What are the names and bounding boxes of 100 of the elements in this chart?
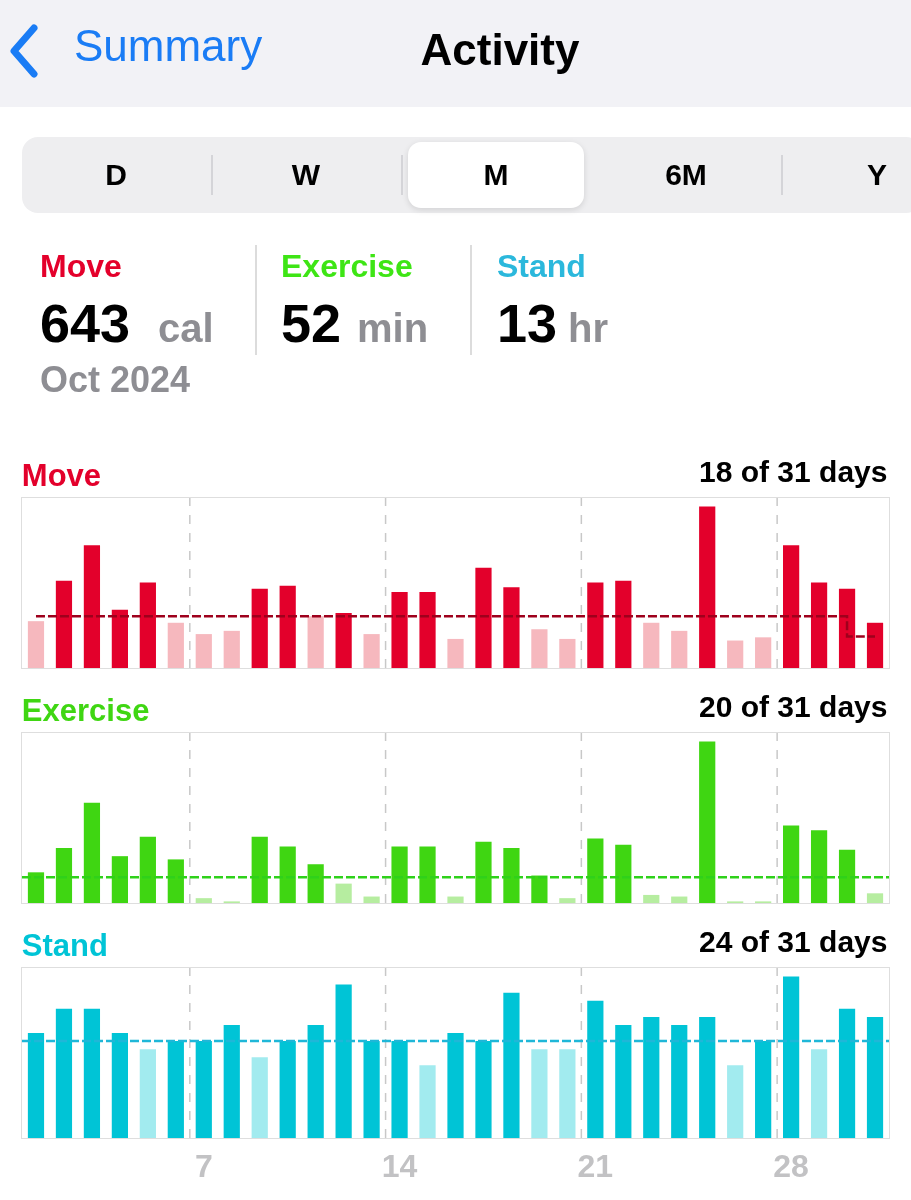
bar xyxy=(307,616,324,668)
bar xyxy=(55,1008,73,1138)
bar xyxy=(111,1033,128,1138)
chart-title: Stand xyxy=(21,927,108,963)
x-tick-label: 7 xyxy=(194,1148,213,1185)
bar xyxy=(866,1016,884,1138)
bar xyxy=(363,896,380,903)
bar xyxy=(27,621,45,668)
bar xyxy=(419,592,436,668)
bar xyxy=(755,1041,772,1138)
bar xyxy=(447,896,464,903)
bar xyxy=(866,622,884,668)
chart-title: Move xyxy=(21,457,102,493)
bar xyxy=(615,580,632,668)
bar xyxy=(810,582,828,668)
bar xyxy=(111,609,128,668)
bar xyxy=(307,1024,324,1138)
bar xyxy=(83,802,101,903)
bar xyxy=(335,883,352,903)
bar xyxy=(838,849,856,903)
text: Oct 2024 xyxy=(40,359,191,400)
bar xyxy=(615,1024,632,1138)
bar xyxy=(503,848,520,903)
chart-subtitle: 18 of 31 days xyxy=(699,455,888,488)
bar xyxy=(223,1024,240,1138)
bar xyxy=(643,894,660,903)
text: W xyxy=(291,158,321,191)
bar xyxy=(279,1041,296,1138)
bar xyxy=(139,1049,156,1138)
bar xyxy=(391,1041,408,1138)
bar xyxy=(671,630,688,668)
text: Summary xyxy=(74,21,263,70)
text: Stand xyxy=(497,248,586,284)
bar xyxy=(503,587,520,668)
text: D xyxy=(105,158,127,191)
bar xyxy=(223,630,240,668)
bar xyxy=(783,825,800,903)
bar xyxy=(531,629,548,668)
bar xyxy=(587,838,604,903)
bar xyxy=(307,864,324,903)
text: 643 xyxy=(40,293,131,353)
bar xyxy=(475,1041,492,1138)
bar xyxy=(783,545,800,668)
bar xyxy=(363,634,380,668)
bar xyxy=(363,1041,380,1138)
bar xyxy=(251,588,268,668)
bar xyxy=(55,580,73,668)
bar xyxy=(447,1033,464,1138)
text: 52 xyxy=(281,293,342,353)
chart-subtitle: 24 of 31 days xyxy=(699,925,888,958)
text: 13 xyxy=(497,293,558,353)
bar xyxy=(810,830,828,903)
bar xyxy=(615,844,632,903)
bar xyxy=(531,1049,548,1138)
bar xyxy=(810,1049,828,1138)
text: M xyxy=(483,158,509,191)
bar xyxy=(279,846,296,903)
bar xyxy=(699,1016,716,1138)
bar xyxy=(195,1041,212,1138)
x-tick-label: 21 xyxy=(577,1148,614,1185)
bar xyxy=(475,567,492,668)
text: Move xyxy=(40,248,122,284)
bar xyxy=(167,622,184,668)
bar xyxy=(643,1016,660,1138)
text: Y xyxy=(866,158,888,191)
bar xyxy=(251,1057,268,1138)
text: Activity xyxy=(420,25,580,74)
bar xyxy=(866,893,884,903)
bar xyxy=(391,592,408,668)
text: Exercise xyxy=(281,248,413,284)
bar xyxy=(335,984,352,1138)
bar xyxy=(27,872,45,903)
bar xyxy=(838,588,856,668)
bar xyxy=(279,585,296,668)
chart-title: Exercise xyxy=(21,692,150,728)
text: 6M xyxy=(665,158,707,191)
bar xyxy=(699,506,716,668)
bar xyxy=(475,841,492,903)
bar xyxy=(783,976,800,1138)
bar xyxy=(587,582,604,668)
bar xyxy=(195,898,212,903)
bar xyxy=(559,1049,576,1138)
bar xyxy=(559,638,576,668)
bar xyxy=(587,1000,604,1138)
x-tick-label: 28 xyxy=(773,1148,809,1185)
bar xyxy=(727,1065,744,1138)
bar xyxy=(838,1008,856,1138)
text: min xyxy=(357,306,429,350)
bar xyxy=(671,1024,688,1138)
bar xyxy=(447,638,464,668)
bar xyxy=(419,1065,436,1138)
bar xyxy=(195,634,212,668)
bar xyxy=(671,896,688,903)
bar xyxy=(531,875,548,903)
bar xyxy=(27,1033,45,1138)
bar xyxy=(335,613,352,668)
bar xyxy=(111,856,128,903)
bar xyxy=(643,622,660,668)
bar xyxy=(83,545,101,668)
bar xyxy=(167,859,184,903)
